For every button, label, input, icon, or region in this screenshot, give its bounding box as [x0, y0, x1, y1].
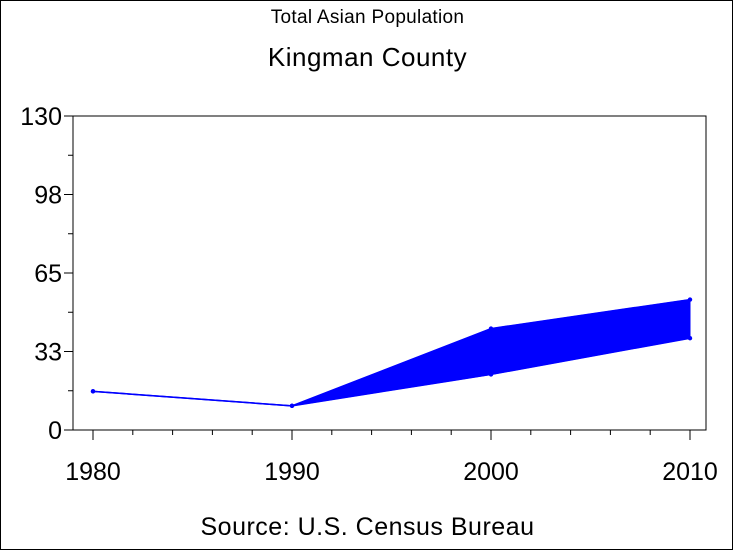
y-tick-label: 0 [48, 417, 62, 445]
x-tick-label: 1980 [65, 458, 121, 486]
data-point [687, 336, 693, 341]
data-point [687, 297, 693, 302]
x-tick-label: 2010 [662, 458, 718, 486]
chart-subtitle: Total Asian Population [270, 7, 465, 28]
data-point [488, 326, 494, 331]
data-point [488, 372, 494, 377]
x-tick-label: 1990 [264, 458, 320, 486]
y-tick-label: 98 [34, 182, 62, 210]
series-line-2 [92, 337, 691, 407]
source-note: Source: U.S. Census Bureau [200, 513, 535, 541]
chart-title: Kingman County [267, 42, 468, 72]
y-tick-label: 130 [20, 103, 62, 131]
y-tick-label: 33 [34, 339, 62, 367]
data-point [289, 403, 295, 409]
y-tick-label: 65 [34, 260, 62, 288]
x-tick-label: 2000 [463, 458, 519, 486]
data-point [90, 389, 96, 394]
